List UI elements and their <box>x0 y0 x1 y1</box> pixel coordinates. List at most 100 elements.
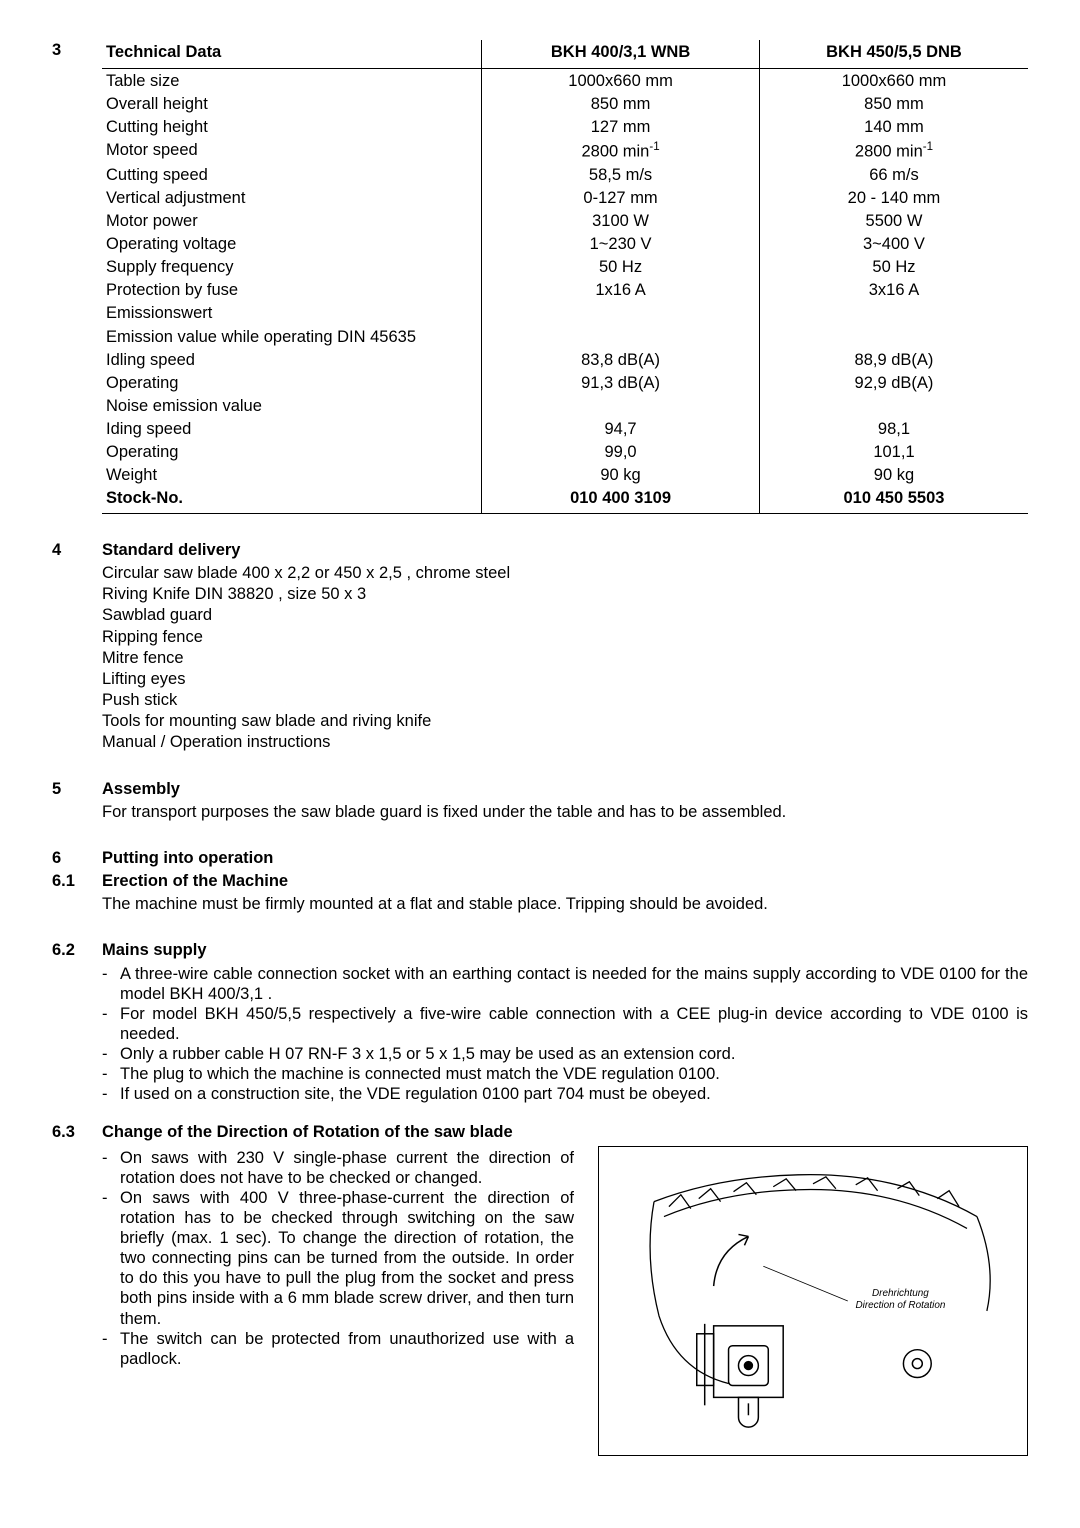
table-row-label: Emissionswert <box>102 302 482 325</box>
table-row-label: Table size <box>102 69 482 93</box>
table-row-value-2: 010 450 5503 <box>759 487 1028 513</box>
section-3-number: 3 <box>52 40 102 514</box>
list-item-text: A three-wire cable connection socket wit… <box>120 964 1028 1004</box>
table-row-value-1 <box>482 325 760 348</box>
table-row-value-1: 3100 W <box>482 209 760 232</box>
bullet-dash: - <box>102 1084 120 1104</box>
list-item: Riving Knife DIN 38820 , size 50 x 3 <box>102 584 1028 605</box>
standard-delivery-list: Circular saw blade 400 x 2,2 or 450 x 2,… <box>102 563 1028 753</box>
list-item-text: On saws with 230 V single-phase current … <box>120 1148 574 1188</box>
table-row-value-2: 5500 W <box>759 209 1028 232</box>
rotation-direction-list: -On saws with 230 V single-phase current… <box>102 1148 574 1369</box>
section-4-title: Standard delivery <box>102 540 1028 560</box>
bullet-dash: - <box>102 1188 120 1329</box>
section-5-text: For transport purposes the saw blade gua… <box>102 802 1028 822</box>
bullet-dash: - <box>102 1004 120 1044</box>
table-row-value-1 <box>482 394 760 417</box>
list-item: Tools for mounting saw blade and riving … <box>102 711 1028 732</box>
bullet-dash: - <box>102 1064 120 1084</box>
technical-data-table: Technical Data BKH 400/3,1 WNB BKH 450/5… <box>102 40 1028 514</box>
list-item-text: If used on a construction site, the VDE … <box>120 1084 1028 1104</box>
table-row-value-2 <box>759 325 1028 348</box>
list-item: -The plug to which the machine is connec… <box>102 1064 1028 1084</box>
section-6-3: 6.3 Change of the Direction of Rotation … <box>52 1122 1028 1455</box>
list-item-text: The switch can be protected from unautho… <box>120 1329 574 1369</box>
list-item: -If used on a construction site, the VDE… <box>102 1084 1028 1104</box>
table-row-value-2: 1000x660 mm <box>759 69 1028 93</box>
list-item: Circular saw blade 400 x 2,2 or 450 x 2,… <box>102 563 1028 584</box>
table-row-value-2: 98,1 <box>759 418 1028 441</box>
table-row-value-2: 20 - 140 mm <box>759 186 1028 209</box>
table-row-label: Vertical adjustment <box>102 186 482 209</box>
list-item: Lifting eyes <box>102 668 1028 689</box>
table-row-value-2: 66 m/s <box>759 163 1028 186</box>
table-row-value-1: 99,0 <box>482 441 760 464</box>
table-row-value-1: 1~230 V <box>482 233 760 256</box>
table-row-label: Supply frequency <box>102 256 482 279</box>
table-row-label: Cutting speed <box>102 163 482 186</box>
table-row-label: Motor power <box>102 209 482 232</box>
diagram-label-2: Direction of Rotation <box>855 1299 945 1310</box>
bullet-dash: - <box>102 1148 120 1188</box>
table-row-label: Noise emission value <box>102 394 482 417</box>
rotation-diagram: Drehrichtung Direction of Rotation <box>598 1146 1028 1456</box>
table-row-value-1: 850 mm <box>482 92 760 115</box>
table-row-value-2: 88,9 dB(A) <box>759 348 1028 371</box>
list-item: -On saws with 230 V single-phase current… <box>102 1148 574 1188</box>
section-6-2-title: Mains supply <box>102 940 1028 960</box>
section-6-1-number: 6.1 <box>52 871 102 914</box>
list-item: -On saws with 400 V three-phase-current … <box>102 1188 574 1329</box>
table-row-value-1: 58,5 m/s <box>482 163 760 186</box>
section-6-1-title: Erection of the Machine <box>102 871 1028 891</box>
list-item: -For model BKH 450/5,5 respectively a fi… <box>102 1004 1028 1044</box>
table-row-value-2: 140 mm <box>759 115 1028 138</box>
section-5: 5 Assembly For transport purposes the sa… <box>52 779 1028 822</box>
section-3: 3 Technical Data BKH 400/3,1 WNB BKH 450… <box>52 40 1028 514</box>
list-item-text: The plug to which the machine is connect… <box>120 1064 1028 1084</box>
table-row-value-1: 2800 min-1 <box>482 139 760 164</box>
section-5-number: 5 <box>52 779 102 822</box>
table-row-value-1: 83,8 dB(A) <box>482 348 760 371</box>
table-row-value-2: 101,1 <box>759 441 1028 464</box>
list-item-text: For model BKH 450/5,5 respectively a fiv… <box>120 1004 1028 1044</box>
bullet-dash: - <box>102 1044 120 1064</box>
table-row-value-2: 92,9 dB(A) <box>759 371 1028 394</box>
table-row-value-2: 50 Hz <box>759 256 1028 279</box>
table-row-label: Cutting height <box>102 115 482 138</box>
table-row-value-1: 90 kg <box>482 464 760 487</box>
table-row-value-1: 127 mm <box>482 115 760 138</box>
table-row-label: Weight <box>102 464 482 487</box>
table-row-value-2 <box>759 394 1028 417</box>
section-6-title: Putting into operation <box>102 848 273 868</box>
bullet-dash: - <box>102 1329 120 1369</box>
table-row-label: Overall height <box>102 92 482 115</box>
section-6-3-number: 6.3 <box>52 1122 102 1455</box>
col-header-2: BKH 450/5,5 DNB <box>759 40 1028 69</box>
table-row-value-1: 0-127 mm <box>482 186 760 209</box>
table-row-label: Idling speed <box>102 348 482 371</box>
list-item: Sawblad guard <box>102 605 1028 626</box>
table-row-label: Motor speed <box>102 139 482 164</box>
section-6-3-title: Change of the Direction of Rotation of t… <box>102 1122 1028 1142</box>
table-row-value-1: 50 Hz <box>482 256 760 279</box>
table-row-value-2 <box>759 302 1028 325</box>
section-6-number: 6 <box>52 848 102 871</box>
list-item: Push stick <box>102 689 1028 710</box>
list-item: -A three-wire cable connection socket wi… <box>102 964 1028 1004</box>
table-row-value-1 <box>482 302 760 325</box>
section-6: 6 Putting into operation 6.1 Erection of… <box>52 848 1028 914</box>
list-item: -Only a rubber cable H 07 RN-F 3 x 1,5 o… <box>102 1044 1028 1064</box>
section-6-2: 6.2 Mains supply -A three-wire cable con… <box>52 940 1028 1104</box>
list-item-text: Only a rubber cable H 07 RN-F 3 x 1,5 or… <box>120 1044 1028 1064</box>
table-row-value-2: 90 kg <box>759 464 1028 487</box>
list-item: Mitre fence <box>102 647 1028 668</box>
table-row-value-1: 1x16 A <box>482 279 760 302</box>
section-6-1-text: The machine must be firmly mounted at a … <box>102 894 1028 914</box>
section-4-number: 4 <box>52 540 102 753</box>
mains-supply-list: -A three-wire cable connection socket wi… <box>102 964 1028 1105</box>
table-row-label: Operating voltage <box>102 233 482 256</box>
section-6-2-number: 6.2 <box>52 940 102 1104</box>
bullet-dash: - <box>102 964 120 1004</box>
section-3-title: Technical Data <box>102 40 482 69</box>
section-5-title: Assembly <box>102 779 1028 799</box>
